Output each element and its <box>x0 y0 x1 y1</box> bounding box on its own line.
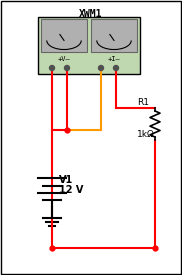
Circle shape <box>50 65 54 70</box>
Text: XWM1: XWM1 <box>79 9 103 19</box>
Bar <box>38 17 140 74</box>
Text: V1: V1 <box>59 175 73 185</box>
Circle shape <box>114 65 118 70</box>
Text: 12 V: 12 V <box>59 185 83 195</box>
Text: +V–: +V– <box>58 56 70 62</box>
Text: +I–: +I– <box>108 56 120 62</box>
Text: 1kΩ: 1kΩ <box>137 130 155 139</box>
Circle shape <box>98 65 104 70</box>
Circle shape <box>64 65 70 70</box>
Bar <box>41 19 87 52</box>
Text: R1: R1 <box>137 98 149 107</box>
Bar <box>91 19 137 52</box>
